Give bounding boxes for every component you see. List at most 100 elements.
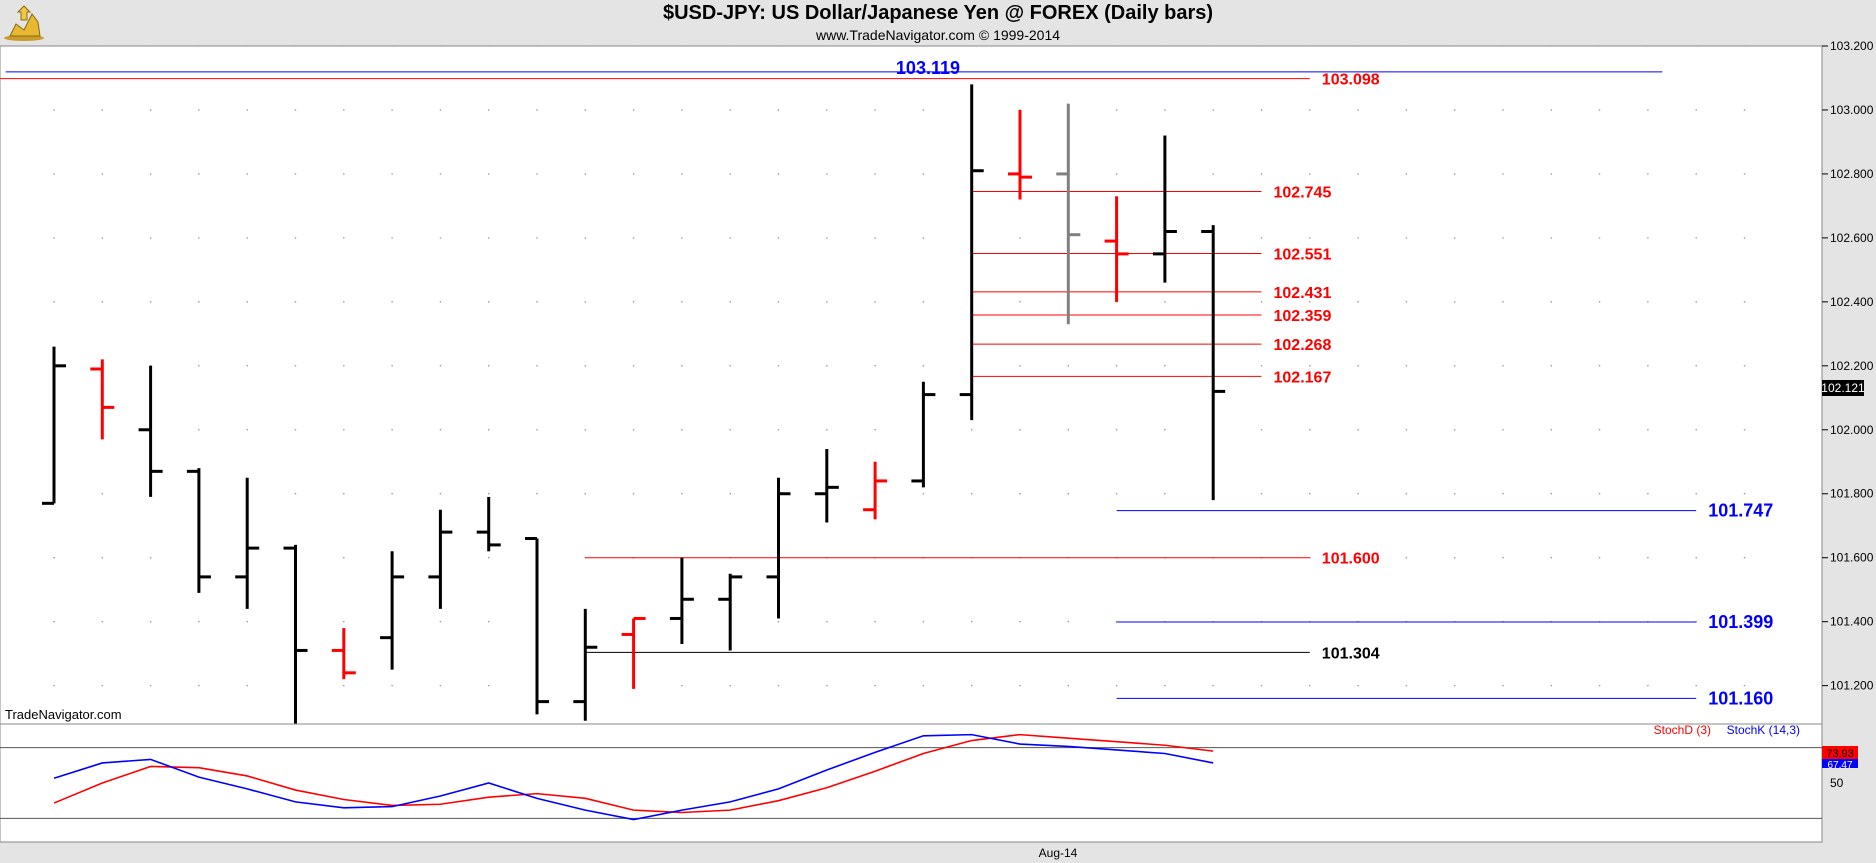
grid-dot [1695,365,1697,367]
grid-dot [149,556,152,559]
grid-dot [1019,492,1021,495]
grid-dot [198,173,200,175]
price-bars [42,84,1226,728]
grid-dot [246,301,248,303]
grid-dot [343,620,345,623]
grid-dot [198,45,200,47]
grid-dot [1502,365,1504,367]
grid-dot [487,492,490,495]
grid-dot [1212,45,1214,47]
grid-dot [1647,109,1649,111]
grid-dot [439,492,442,495]
grid-dot [1067,365,1070,367]
grid-dot [439,301,442,303]
stochd-line [53,733,1214,814]
grid-dot [681,237,683,239]
level-label: 102.268 [1274,337,1332,354]
grid-dot [343,109,345,111]
x-axis-label: Aug-14 [1039,846,1078,860]
ohlc-bar [331,628,356,680]
grid-dot [632,301,635,303]
grid-dot [777,173,780,175]
grid-dot [53,173,55,175]
grid-dot [391,237,393,239]
grid-dot [198,301,200,303]
grid-dot [1743,301,1746,303]
grid-dot [1502,428,1504,431]
grid-dot [1309,428,1311,431]
grid-dot [584,173,587,175]
grid-dot [487,173,490,175]
grid-dot [922,365,925,367]
stochastic-panel [0,723,1823,843]
level-label: 101.399 [1708,612,1773,632]
grid-dot [1405,684,1408,687]
grid-dot [343,365,345,367]
grid-dot [681,365,683,367]
grid-dot [1067,492,1070,495]
grid-dot [922,620,925,623]
grid-dot [149,620,152,623]
grid-dot [1453,109,1456,111]
grid-dot [1453,237,1456,239]
grid-dot [1357,173,1359,175]
level-label: 101.600 [1322,551,1380,568]
grid-dot [439,365,442,367]
grid-dot [1502,556,1504,559]
stochk-line [53,733,1214,821]
grid-dot [101,556,104,559]
grid-dot [1598,556,1601,559]
grid-dot [101,173,104,175]
grid-dot [826,237,828,239]
y-tick-label: 101.400 [1830,615,1874,629]
ohlc-bar [525,537,549,715]
chart-title: $USD-JPY: US Dollar/Japanese Yen @ FOREX… [662,2,1214,24]
grid-dot [1453,492,1456,495]
grid-dot [391,684,393,687]
grid-dot [1405,173,1408,175]
grid-dot [343,428,345,431]
grid-dot [1357,492,1359,495]
level-label: 103.098 [1322,72,1380,89]
grid-dot [1598,428,1601,431]
stochastic-axis: 50 [1830,776,1844,790]
grid-dot [1309,301,1311,303]
grid-dot [1260,684,1263,687]
grid-dot [1550,365,1553,367]
grid-dot [101,237,104,239]
y-tick-label: 102.800 [1830,167,1874,181]
grid-dot [826,45,828,47]
grid-dot [246,45,248,47]
grid-dot [681,428,683,431]
grid-dot [439,620,442,623]
grid-dot [53,620,55,623]
grid-dot [632,173,635,175]
grid-dot [1019,428,1021,431]
grid-dot [1164,301,1166,303]
grid-dot [1743,109,1746,111]
grid-dot [1502,45,1504,47]
grid-dot [439,237,442,239]
grid-dot [101,620,104,623]
grid-dot [584,301,587,303]
price-panel [0,45,1823,725]
grid-dot [391,492,393,495]
grid-dot [632,237,635,239]
level-label: 102.551 [1274,247,1332,264]
grid-dot [1743,237,1746,239]
stochastic-grid [0,747,1822,819]
grid-dot [391,428,393,431]
grid-dot [1405,428,1408,431]
grid-dot [584,492,587,495]
ohlc-bar [186,468,211,593]
grid-dot [1357,301,1359,303]
grid-dot [1115,109,1118,111]
grid-dot [1550,428,1553,431]
grid-dot [777,301,780,303]
grid-dot [826,301,828,303]
grid-dot [1405,301,1408,303]
ohlc-bar [1201,225,1226,501]
grid-dot [1598,365,1601,367]
ohlc-bar [718,573,743,651]
grid-dot [343,556,345,559]
